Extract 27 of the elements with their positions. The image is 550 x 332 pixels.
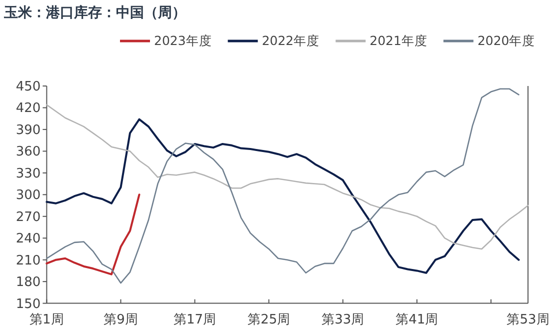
y-tick-label: 390 [16,122,41,138]
legend-label: 2023年度 [154,33,212,48]
y-tick-label: 270 [16,210,41,225]
legend-label: 2022年度 [262,33,320,48]
y-tick-label: 420 [16,101,41,116]
line-series [46,88,520,284]
y-tick-label: 330 [16,166,41,182]
legend-label: 2020年度 [477,33,536,48]
chart-title: 玉米：港口库存：中国（周） [3,4,186,21]
x-tick-label: 第53周 [506,312,550,328]
legend-label: 2021年度 [370,33,428,48]
x-tick-label: 第33周 [322,312,364,328]
y-tick-label: 300 [16,188,41,204]
x-tick-label: 第1周 [30,312,64,328]
line-series [46,118,520,274]
y-tick-label: 150 [16,296,41,312]
y-tick-label: 450 [16,80,41,94]
line-series [46,194,140,276]
y-tick-label: 240 [16,232,41,247]
line-series [46,104,529,250]
y-tick-label: 360 [16,144,41,160]
y-tick-label: 210 [16,253,41,268]
x-tick-label: 第25周 [248,312,290,328]
x-tick-label: 第41周 [396,312,438,328]
y-tick-label: 180 [16,275,41,290]
x-tick-label: 第17周 [174,312,216,328]
x-tick-label: 第9周 [104,312,138,328]
